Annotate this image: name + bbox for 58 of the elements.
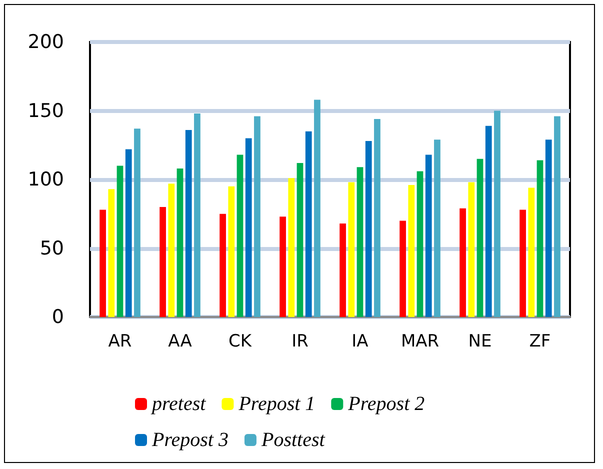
bar xyxy=(476,158,484,317)
y-tick-label: 0 xyxy=(52,306,64,328)
bar xyxy=(365,141,372,317)
bar xyxy=(425,154,432,317)
bar xyxy=(254,116,260,317)
bar xyxy=(194,114,200,317)
bar xyxy=(314,100,320,317)
bar xyxy=(305,131,312,317)
bar xyxy=(340,224,346,317)
bar xyxy=(356,167,364,317)
bar xyxy=(494,110,500,317)
bar xyxy=(545,140,552,317)
bar xyxy=(528,188,535,317)
y-tick-label: 100 xyxy=(28,168,64,190)
bar xyxy=(176,168,184,317)
bar xyxy=(408,185,415,317)
x-tick-label: AA xyxy=(168,332,192,352)
y-tick-label: 150 xyxy=(28,100,64,122)
bar xyxy=(236,154,244,317)
legend-label: Prepost 1 xyxy=(238,393,316,415)
bar xyxy=(280,216,286,317)
legend-label: Prepost 3 xyxy=(151,429,228,451)
x-tick-label: IA xyxy=(352,332,369,352)
bar xyxy=(416,171,424,317)
legend-label: Prepost 2 xyxy=(347,393,425,415)
x-tick-label: CK xyxy=(228,332,252,352)
bar xyxy=(374,119,380,317)
bar xyxy=(228,186,235,317)
bar xyxy=(400,220,406,317)
bar xyxy=(348,182,355,317)
legend-label: Posttest xyxy=(260,429,326,451)
bar xyxy=(520,210,526,317)
bar xyxy=(288,178,295,317)
bar xyxy=(485,126,492,317)
bar xyxy=(468,182,475,317)
x-tick-label: IR xyxy=(292,332,309,352)
bar xyxy=(168,184,175,317)
x-tick-label: MAR xyxy=(400,332,440,352)
bar xyxy=(296,163,304,317)
bar xyxy=(100,210,106,317)
y-tick-label: 50 xyxy=(40,237,64,260)
x-tick-label: ZF xyxy=(529,332,551,352)
x-tick-label: AR xyxy=(108,332,132,352)
bar xyxy=(134,128,140,317)
bar xyxy=(185,130,192,317)
bar xyxy=(434,140,440,317)
bar xyxy=(554,116,560,317)
legend-label: pretest xyxy=(150,393,206,415)
bar xyxy=(108,189,115,317)
bar xyxy=(116,166,124,317)
bar xyxy=(460,208,466,317)
bar xyxy=(536,160,544,317)
x-tick-label: NE xyxy=(468,332,492,352)
bar xyxy=(220,214,226,317)
y-tick-label: 200 xyxy=(28,31,64,53)
bar xyxy=(160,207,166,317)
bar xyxy=(245,138,252,317)
bar xyxy=(125,149,132,317)
